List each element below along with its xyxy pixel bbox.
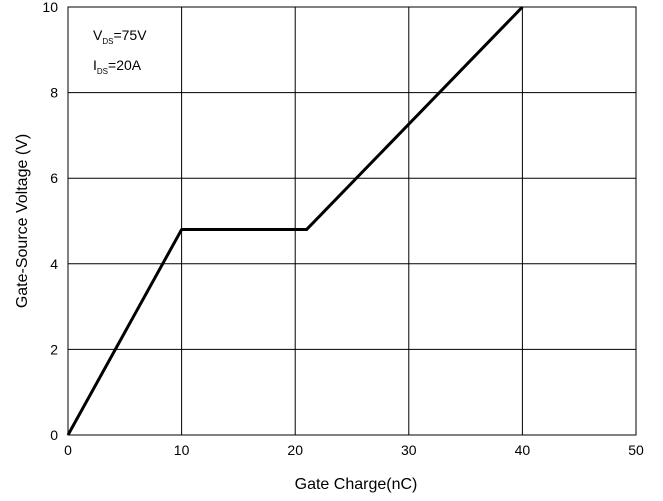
y-tick-label: 4	[50, 256, 58, 272]
gate-charge-series-line	[66, 5, 524, 436]
series-layer	[66, 5, 524, 436]
y-tick-label: 10	[42, 0, 58, 15]
y-tick-labels: 0 2 4 6 8 10	[42, 0, 58, 443]
x-tick-label: 40	[515, 442, 531, 458]
x-tick-label: 0	[64, 442, 72, 458]
ids-symbol: I	[93, 57, 97, 73]
vds-value: =75V	[113, 27, 147, 43]
ids-value: =20A	[108, 57, 142, 73]
ids-subscript: DS	[97, 67, 108, 76]
x-tick-label: 30	[401, 442, 417, 458]
vds-subscript: DS	[102, 37, 113, 46]
y-tick-label: 2	[50, 341, 58, 357]
ids-annotation: IDS=20A	[93, 57, 142, 76]
x-axis-title: Gate Charge(nC)	[295, 476, 418, 493]
y-tick-label: 8	[50, 85, 58, 101]
vds-annotation: VDS=75V	[93, 27, 147, 46]
y-tick-label: 6	[50, 170, 58, 186]
x-tick-labels: 0 10 20 30 40 50	[64, 442, 644, 458]
x-tick-label: 10	[174, 442, 190, 458]
x-tick-label: 50	[628, 442, 644, 458]
y-tick-label: 0	[50, 427, 58, 443]
plot-frame	[67, 6, 637, 436]
y-axis-title: Gate-Source Voltage (V)	[14, 134, 31, 308]
x-tick-label: 20	[287, 442, 303, 458]
grid-lines	[67, 6, 637, 436]
vds-symbol: V	[93, 27, 103, 43]
